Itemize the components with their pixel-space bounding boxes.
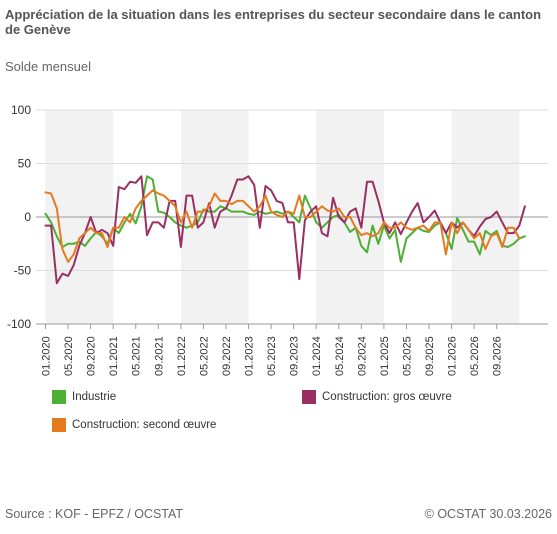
series-line-gros-oeuvre <box>44 175 526 285</box>
y-tick-label: -50 <box>14 264 32 278</box>
source-note: Source : KOF - EPFZ / OCSTAT <box>5 507 184 521</box>
legend-swatch-gros-oeuvre <box>302 390 316 404</box>
y-tick-label: -100 <box>7 317 31 331</box>
x-tick-label: 01.2025 <box>379 336 391 376</box>
x-tick-label: 01.2024 <box>311 336 323 376</box>
legend-item-second-oeuvre[interactable]: Construction: second œuvre <box>52 418 216 432</box>
y-tick-label: 0 <box>24 210 31 224</box>
y-tick-label: 100 <box>11 103 31 117</box>
y-tick-label: 50 <box>18 157 32 171</box>
x-tick-label: 01.2022 <box>176 336 188 376</box>
x-tick-label: 01.2020 <box>41 336 53 376</box>
x-tick-label: 09.2024 <box>356 336 368 376</box>
x-tick-label: 05.2023 <box>266 336 278 376</box>
x-tick-label: 09.2026 <box>492 336 504 376</box>
legend-label-second-oeuvre: Construction: second œuvre <box>72 419 217 431</box>
x-tick-label: 05.2025 <box>401 336 413 376</box>
legend-item-gros-oeuvre[interactable]: Construction: gros œuvre <box>302 390 452 404</box>
x-tick-label: 01.2021 <box>108 336 120 376</box>
x-tick-label: 09.2025 <box>424 336 436 376</box>
legend-swatch-industrie <box>52 390 66 404</box>
chart-title: Appréciation de la situation dans les en… <box>5 7 542 37</box>
x-tick-label: 01.2026 <box>447 336 459 376</box>
x-tick-label: 09.2022 <box>221 336 233 376</box>
x-tick-label: 05.2026 <box>469 336 481 376</box>
x-tick-label: 09.2020 <box>86 336 98 376</box>
x-tick-label: 05.2020 <box>63 336 75 376</box>
series-line-second-oeuvre <box>44 189 521 263</box>
x-tick-label: 09.2021 <box>153 336 165 376</box>
legend-label-gros-oeuvre: Construction: gros œuvre <box>322 391 452 403</box>
chart-subtitle: Solde mensuel <box>5 59 91 74</box>
legend-label-industrie: Industrie <box>72 391 117 403</box>
x-tick-label: 05.2022 <box>198 336 210 376</box>
x-tick-label: 05.2021 <box>131 336 143 376</box>
copyright-note: © OCSTAT 30.03.2026 <box>424 507 552 521</box>
x-tick-label: 05.2024 <box>334 336 346 376</box>
x-tick-label: 09.2023 <box>289 336 301 376</box>
x-tick-label: 01.2023 <box>244 336 256 376</box>
legend-item-industrie[interactable]: Industrie <box>52 390 116 404</box>
legend-swatch-second-oeuvre <box>52 418 66 432</box>
